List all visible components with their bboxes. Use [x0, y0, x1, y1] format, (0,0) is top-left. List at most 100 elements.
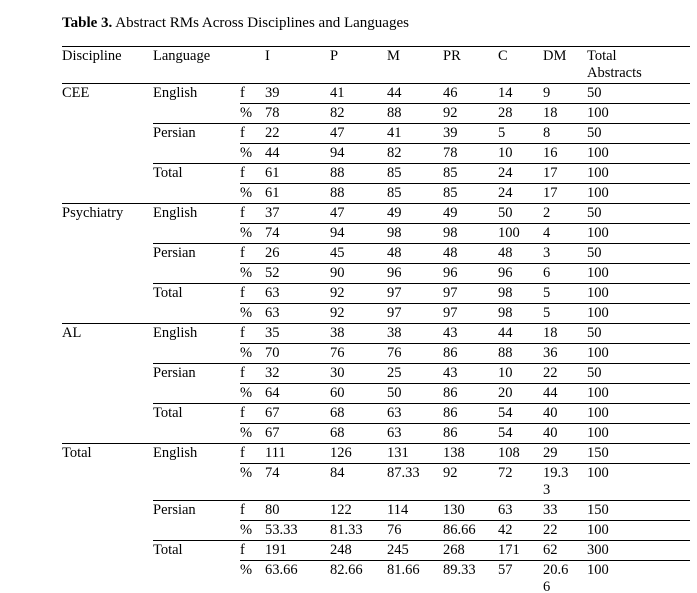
table-row: Total f 63 92 97 97 98 5 100 — [62, 283, 690, 304]
cell-discipline — [62, 364, 153, 384]
cell-pr: 85 — [443, 163, 498, 184]
cell-dm: 2 — [543, 203, 587, 224]
cell-dm: 18 — [543, 103, 587, 124]
cell-pr: 98 — [443, 223, 498, 244]
col-header-dm: DM — [543, 46, 587, 84]
cell-discipline — [62, 104, 153, 124]
cell-m: 85 — [387, 163, 443, 184]
cell-i: 61 — [265, 183, 330, 204]
cell-m: 48 — [387, 243, 443, 264]
cell-total-abstracts: 100 — [587, 283, 690, 304]
cell-language — [153, 343, 240, 364]
cell-discipline — [62, 244, 153, 264]
cell-marker: % — [240, 520, 265, 541]
table-title-label: Table 3. — [62, 15, 113, 31]
cell-dm: 5 — [543, 283, 587, 304]
cell-m: 82 — [387, 143, 443, 164]
cell-i: 64 — [265, 383, 330, 404]
cell-c: 108 — [498, 443, 543, 464]
cell-i: 32 — [265, 363, 330, 384]
cell-total-abstracts: 100 — [587, 520, 690, 541]
cell-pr: 39 — [443, 123, 498, 144]
cell-i: 35 — [265, 323, 330, 344]
cell-i: 67 — [265, 403, 330, 424]
cell-i: 191 — [265, 540, 330, 561]
cell-discipline: Psychiatry — [62, 205, 124, 221]
cell-c: 20 — [498, 383, 543, 404]
cell-c: 171 — [498, 540, 543, 561]
cell-dm: 16 — [543, 143, 587, 164]
cell-pr: 43 — [443, 323, 498, 344]
cell-dm: 40 — [543, 423, 587, 444]
cell-language: Persian — [153, 125, 196, 141]
cell-marker: % — [240, 560, 265, 593]
cell-marker: f — [240, 540, 265, 561]
cell-m: 49 — [387, 203, 443, 224]
cell-total-abstracts: 100 — [587, 103, 690, 124]
cell-c: 48 — [498, 243, 543, 264]
cell-p: 82.66 — [330, 560, 387, 593]
cell-dm: 5 — [543, 303, 587, 324]
table-row: % 74 94 98 98 100 4 100 — [62, 223, 690, 244]
cell-c: 88 — [498, 343, 543, 364]
cell-m: 85 — [387, 183, 443, 204]
cell-p: 81.33 — [330, 520, 387, 541]
cell-discipline — [62, 264, 153, 284]
table-row: % 53.33 81.33 76 86.66 42 22 100 — [62, 520, 690, 541]
cell-discipline — [62, 501, 153, 521]
table-row: AL English f 35 38 38 43 44 18 50 — [62, 323, 690, 344]
cell-dm: 20.66 — [543, 560, 587, 593]
cell-discipline — [62, 183, 153, 204]
cell-m: 81.66 — [387, 560, 443, 593]
cell-discipline: Total — [62, 445, 92, 461]
cell-c: 24 — [498, 163, 543, 184]
cell-discipline — [62, 404, 153, 424]
cell-c: 42 — [498, 520, 543, 541]
table-row: % 74 84 87.33 92 72 19.33 100 — [62, 463, 690, 501]
cell-pr: 46 — [443, 83, 498, 104]
cell-discipline — [62, 224, 153, 244]
cell-p: 84 — [330, 463, 387, 501]
cell-c: 54 — [498, 423, 543, 444]
cell-marker: % — [240, 303, 265, 324]
cell-i: 67 — [265, 423, 330, 444]
cell-i: 44 — [265, 143, 330, 164]
cell-m: 63 — [387, 403, 443, 424]
cell-language — [153, 263, 240, 284]
cell-p: 47 — [330, 203, 387, 224]
cell-dm: 3 — [543, 243, 587, 264]
cell-total-abstracts: 100 — [587, 423, 690, 444]
cell-dm: 18 — [543, 323, 587, 344]
cell-language — [153, 520, 240, 541]
cell-total-abstracts: 100 — [587, 143, 690, 164]
cell-dm: 4 — [543, 223, 587, 244]
table-row: % 78 82 88 92 28 18 100 — [62, 103, 690, 124]
cell-c: 72 — [498, 463, 543, 501]
abstract-rms-table: Discipline Language I P M PR C DM Total Abstract… — [62, 46, 690, 593]
col-header-m: M — [387, 46, 443, 84]
cell-p: 60 — [330, 383, 387, 404]
cell-marker: % — [240, 343, 265, 364]
cell-pr: 97 — [443, 303, 498, 324]
cell-p: 41 — [330, 83, 387, 104]
col-header-c: C — [498, 46, 543, 84]
cell-language: Persian — [153, 245, 196, 261]
cell-pr: 86.66 — [443, 520, 498, 541]
cell-p: 248 — [330, 540, 387, 561]
cell-i: 53.33 — [265, 520, 330, 541]
cell-total-abstracts: 50 — [587, 123, 690, 144]
table-body: CEE English f 39 41 44 46 14 9 50% 78 82 88 92 28 18 100… — [62, 83, 690, 593]
cell-i: 74 — [265, 463, 330, 501]
cell-c: 50 — [498, 203, 543, 224]
cell-i: 63.66 — [265, 560, 330, 593]
table-row: % 67 68 63 86 54 40 100 — [62, 423, 690, 444]
table-title-text: Abstract RMs Across Disciplines and Lang… — [115, 15, 409, 31]
col-header-pr: PR — [443, 46, 498, 84]
cell-language — [153, 423, 240, 444]
cell-total-abstracts: 50 — [587, 243, 690, 264]
cell-p: 68 — [330, 403, 387, 424]
cell-discipline — [62, 303, 153, 324]
cell-marker: % — [240, 183, 265, 204]
cell-c: 5 — [498, 123, 543, 144]
